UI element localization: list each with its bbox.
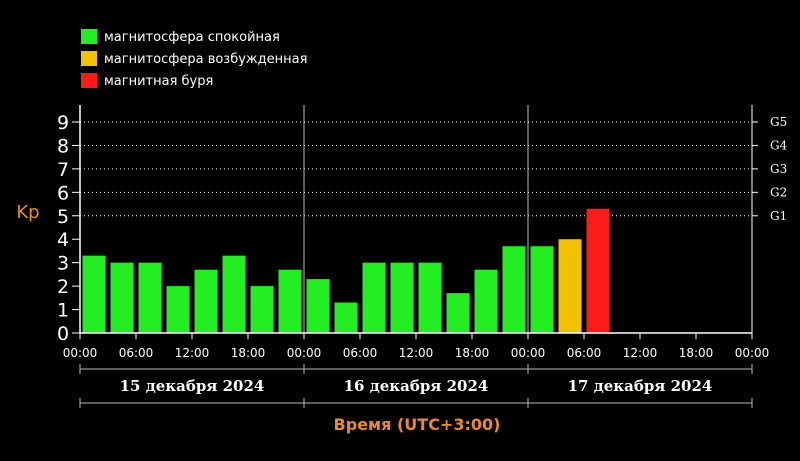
g-scale-label: G1 [770, 209, 787, 223]
kp-bar [418, 262, 442, 333]
kp-bar [586, 208, 610, 333]
y-tick-label: 0 [57, 323, 69, 345]
legend: магнитосфера спокойная магнитосфера возбу… [81, 29, 307, 89]
kp-bar [194, 269, 218, 333]
g-scale-label: G3 [770, 162, 787, 176]
x-tick-label: 06:00 [567, 346, 602, 360]
x-tick-label: 12:00 [399, 346, 434, 360]
kp-bar [530, 246, 554, 333]
kp-bar [110, 262, 134, 333]
y-tick-label: 1 [57, 300, 69, 322]
x-tick-label: 00:00 [735, 346, 770, 360]
grid [80, 105, 752, 333]
y-tick-label: 2 [57, 276, 69, 298]
g-scale-label: G2 [770, 185, 787, 199]
legend-swatch [81, 29, 97, 44]
kp-bar [558, 239, 582, 333]
y-tick-label: 9 [57, 112, 69, 134]
legend-swatch [81, 51, 97, 66]
kp-bar [166, 286, 190, 333]
g-scale-label: G5 [770, 115, 787, 129]
y-tick-label: 4 [57, 229, 69, 251]
axes [72, 105, 753, 339]
kp-bar [278, 269, 302, 333]
kp-bar [474, 269, 498, 333]
kp-bar [502, 246, 526, 333]
x-tick-label: 18:00 [455, 346, 490, 360]
day-label: 16 декабря 2024 [344, 377, 489, 395]
x-tick-label: 00:00 [511, 346, 546, 360]
g-scale-label: G4 [770, 138, 788, 152]
day-label: 17 декабря 2024 [568, 377, 713, 395]
bars [82, 208, 610, 333]
kp-bar [138, 262, 162, 333]
x-tick-label: 00:00 [63, 346, 98, 360]
kp-bar [82, 255, 106, 333]
x-tick-label: 06:00 [119, 346, 154, 360]
x-tick-label: 18:00 [231, 346, 266, 360]
kp-bar [362, 262, 386, 333]
x-tick-label: 12:00 [623, 346, 658, 360]
kp-bar [306, 279, 330, 333]
legend-swatch [81, 73, 97, 88]
y-tick-label: 5 [57, 206, 69, 228]
y-tick-label: 3 [57, 253, 69, 275]
legend-label: магнитная буря [104, 74, 213, 89]
kp-bar [250, 286, 274, 333]
kp-bar [334, 302, 358, 333]
legend-label: магнитосфера спокойная [104, 30, 280, 45]
kp-bar [390, 262, 414, 333]
legend-label: магнитосфера возбужденная [104, 52, 307, 67]
x-tick-label: 18:00 [679, 346, 714, 360]
y-tick-label: 7 [57, 159, 69, 181]
y-tick-label: 6 [57, 182, 69, 204]
day-label: 15 декабря 2024 [120, 377, 265, 395]
y-axis-title: Kp [16, 202, 39, 223]
x-axis-title: Время (UTC+3:00) [334, 415, 501, 434]
kp-bar [222, 255, 246, 333]
x-tick-label: 00:00 [287, 346, 322, 360]
x-tick-label: 12:00 [175, 346, 210, 360]
y-tick-label: 8 [57, 135, 69, 157]
x-tick-label: 06:00 [343, 346, 378, 360]
kp-bar [446, 293, 470, 333]
